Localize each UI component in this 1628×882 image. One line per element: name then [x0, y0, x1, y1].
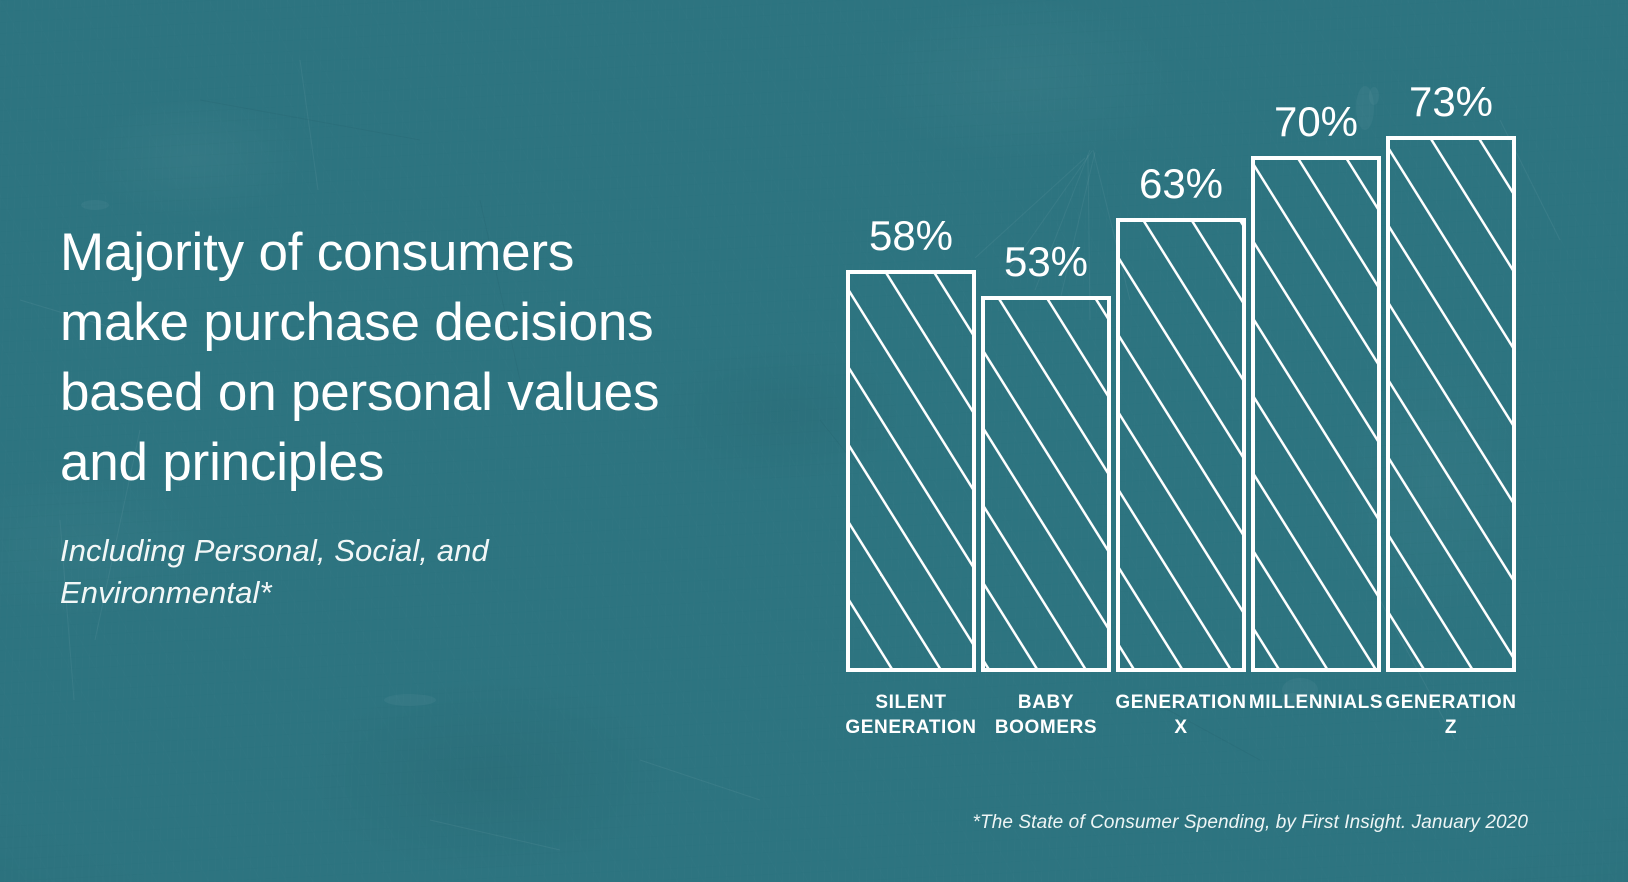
bar-chart: 58% SILENT GENERATION 53% BABY BOOMERS 6…	[845, 78, 1516, 738]
bar-millennials: 70% MILLENNIALS	[1249, 98, 1383, 713]
bar-category-label-line1: GENERATION	[1115, 692, 1246, 713]
bar-category-label-line1: MILLENNIALS	[1249, 692, 1383, 713]
page-subtitle: Including Personal, Social, and Environm…	[60, 533, 489, 610]
bar-generation-x: 63% GENERATION X	[1115, 160, 1246, 738]
bar-category-label-line2: GENERATION	[845, 717, 976, 738]
copy-block: Majority of consumers make purchase deci…	[60, 218, 780, 614]
bar-baby-boomers: 53% BABY BOOMERS	[981, 238, 1111, 738]
bar-value-label: 73%	[1409, 78, 1493, 125]
bar-silent-generation: 58% SILENT GENERATION	[845, 212, 976, 738]
source-footnote: *The State of Consumer Spending, by Firs…	[972, 812, 1528, 833]
bar-generation-z: 73% GENERATION Z	[1385, 78, 1516, 738]
page-title: Majority of consumers make purchase deci…	[60, 223, 660, 492]
bar-category-label-line1: GENERATION	[1385, 692, 1516, 713]
bar-category-label-line2: BOOMERS	[995, 717, 1097, 738]
bar-category-label-line2: X	[1174, 717, 1187, 738]
bar-category-label-line1: BABY	[1018, 692, 1074, 713]
bar-value-label: 53%	[1004, 238, 1088, 285]
bar-value-label: 58%	[869, 212, 953, 259]
bar-value-label: 70%	[1274, 98, 1358, 145]
bar-category-label-line1: SILENT	[875, 692, 946, 713]
bar-category-label-line2: Z	[1445, 717, 1457, 738]
bar-value-label: 63%	[1139, 160, 1223, 207]
